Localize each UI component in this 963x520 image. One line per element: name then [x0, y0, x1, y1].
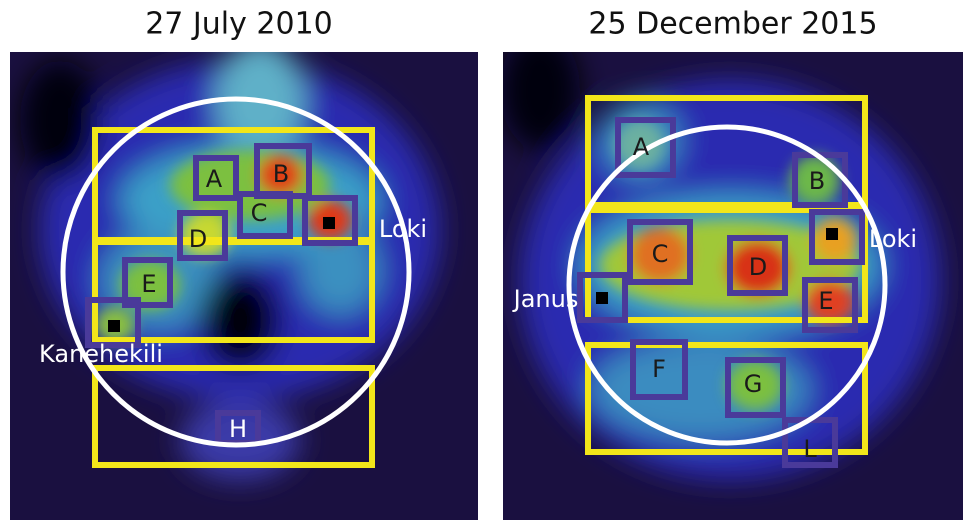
- label: B: [809, 167, 825, 195]
- panel-title: 27 July 2010: [145, 7, 333, 42]
- label: B: [273, 160, 289, 188]
- label: F: [652, 355, 666, 383]
- label: Kanehekili: [39, 340, 163, 368]
- label: A: [206, 165, 223, 193]
- label: E: [141, 270, 156, 298]
- label: G: [744, 370, 763, 398]
- label: C: [251, 199, 268, 227]
- label: Loki: [869, 225, 917, 253]
- label: Loki: [379, 215, 427, 243]
- heatmap: A B C D E H Loki Kanehekili: [10, 52, 478, 520]
- label: H: [229, 415, 247, 443]
- label: L: [803, 435, 817, 463]
- heatmap: A B C D E F G L Loki Janus: [503, 52, 963, 520]
- label: E: [818, 287, 833, 315]
- label: D: [189, 225, 207, 253]
- label: Janus: [512, 285, 579, 313]
- label: C: [652, 240, 669, 268]
- label: D: [749, 253, 767, 281]
- label: A: [633, 133, 650, 161]
- panel-title: 25 December 2015: [588, 7, 877, 42]
